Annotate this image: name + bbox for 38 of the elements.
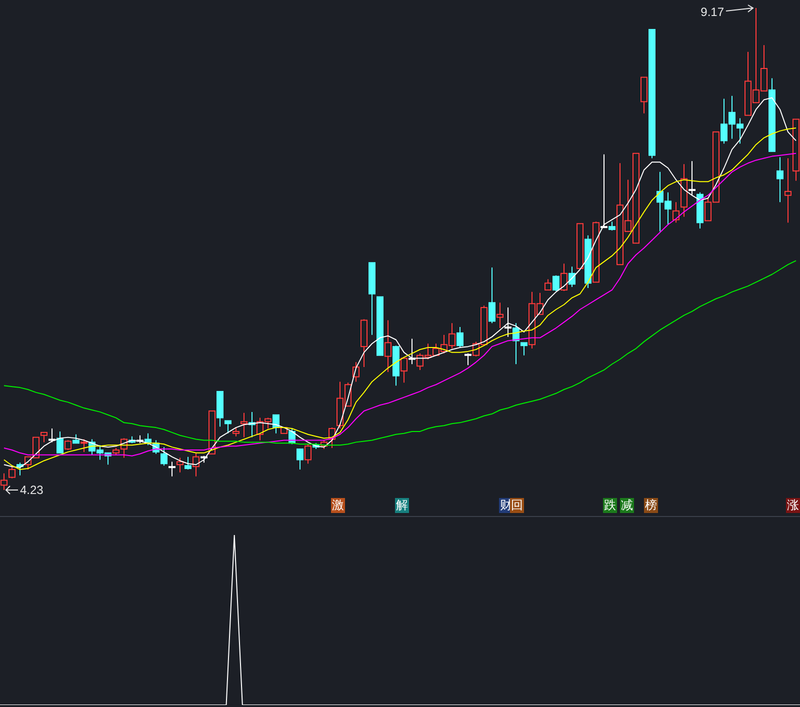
- candlestick: [552, 274, 560, 292]
- text: 激: [331, 498, 345, 513]
- candlestick: [56, 430, 64, 454]
- candlestick: [64, 440, 72, 450]
- candlestick: [168, 461, 176, 477]
- candlestick: [224, 420, 232, 434]
- candlestick: [184, 456, 192, 470]
- candlestick: [496, 302, 504, 329]
- candlestick: [688, 160, 696, 196]
- candlestick: [240, 412, 248, 438]
- candlestick: [504, 307, 512, 338]
- text: 回: [510, 498, 524, 513]
- annotation: 9.17: [700, 5, 724, 19]
- candlestick: [488, 267, 496, 324]
- candlestick: [600, 154, 608, 228]
- text: 榜: [644, 498, 658, 513]
- candlestick: [176, 457, 184, 473]
- text: 财: [499, 498, 513, 513]
- candlestick: [400, 358, 408, 384]
- candlestick: [456, 326, 464, 348]
- candlestick: [80, 438, 88, 452]
- candlestick: [160, 446, 168, 466]
- candlestick: [776, 156, 784, 203]
- candlestick: [384, 320, 392, 372]
- candlestick: [40, 432, 48, 443]
- candlestick: [8, 466, 16, 479]
- text: 跌: [603, 498, 617, 513]
- annotation: 4.23: [20, 483, 44, 497]
- candlestick: [520, 342, 528, 356]
- text: 涨: [786, 498, 800, 513]
- candlestick: [304, 444, 312, 464]
- candlestick: [464, 352, 472, 366]
- candlestick: [784, 158, 792, 224]
- candlestick: [544, 278, 552, 290]
- text: 解: [395, 498, 409, 513]
- candlestick: [560, 263, 568, 292]
- text: 减: [620, 498, 634, 513]
- candlestick: [296, 448, 304, 470]
